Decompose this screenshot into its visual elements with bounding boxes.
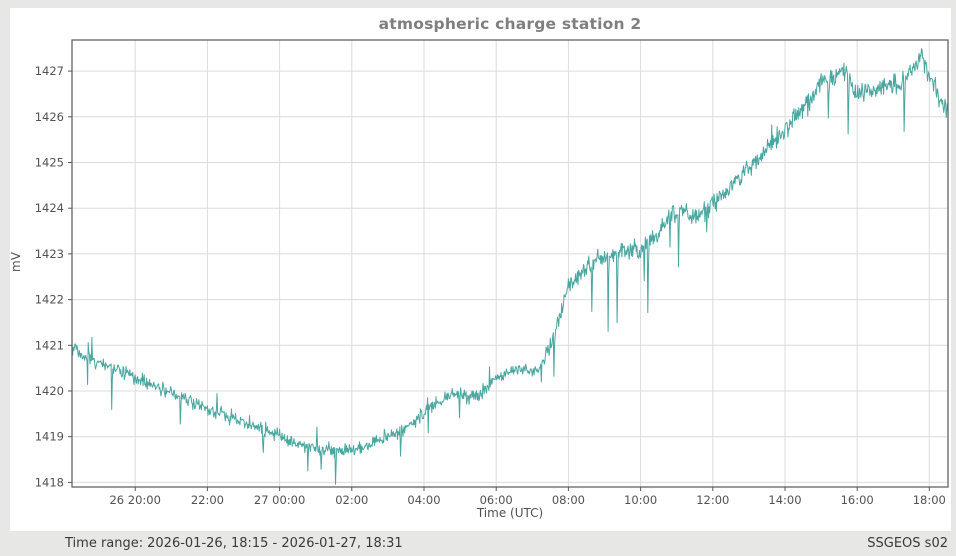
y-tick-label: 1424 xyxy=(35,201,64,215)
y-tick-label: 1422 xyxy=(35,293,64,307)
x-tick-label: 22:00 xyxy=(191,493,224,507)
x-tick-label: 04:00 xyxy=(407,493,440,507)
time-range-value: 2026-01-26, 18:15 - 2026-01-27, 18:31 xyxy=(147,536,403,551)
y-axis-label: mV xyxy=(9,252,23,272)
y-tick-label: 1419 xyxy=(35,430,64,444)
time-range: Time range: 2026-01-26, 18:15 - 2026-01-2… xyxy=(0,536,403,551)
plot-frame xyxy=(71,39,949,488)
x-axis-label: Time (UTC) xyxy=(476,506,544,520)
x-tick-label: 02:00 xyxy=(335,493,368,507)
footer-bar: Time range: 2026-01-26, 18:15 - 2026-01-2… xyxy=(0,531,956,556)
chart-title: atmospheric charge station 2 xyxy=(378,15,642,33)
y-tick-label: 1426 xyxy=(35,110,64,124)
data-series-line xyxy=(71,48,949,485)
time-range-label: Time range: xyxy=(65,536,144,551)
y-tick-label: 1420 xyxy=(35,384,64,398)
x-tick-label: 12:00 xyxy=(696,493,729,507)
x-tick-label: 16:00 xyxy=(841,493,874,507)
station-id: SSGEOS s02 xyxy=(867,536,948,551)
x-tick-label: 06:00 xyxy=(480,493,513,507)
x-tick-label: 14:00 xyxy=(768,493,801,507)
y-tick-label: 1423 xyxy=(35,247,64,261)
x-tick-label: 26 20:00 xyxy=(109,493,160,507)
y-tick-label: 1418 xyxy=(35,475,64,489)
y-tick-label: 1427 xyxy=(35,64,64,78)
x-tick-label: 27 00:00 xyxy=(254,493,305,507)
x-tick-label: 18:00 xyxy=(913,493,946,507)
y-tick-label: 1421 xyxy=(35,338,64,352)
chart-panel xyxy=(10,8,951,531)
y-tick-label: 1425 xyxy=(35,156,64,170)
x-tick-label: 10:00 xyxy=(624,493,657,507)
x-tick-label: 08:00 xyxy=(552,493,585,507)
